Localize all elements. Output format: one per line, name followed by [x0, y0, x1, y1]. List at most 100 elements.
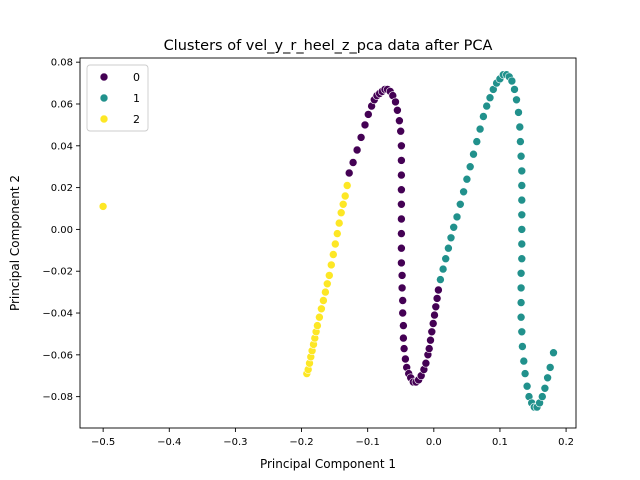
scatter-point-cluster-0 [434, 285, 443, 295]
scatter-point-cluster-1 [549, 348, 558, 358]
y-axis-label: Principal Component 2 [8, 175, 22, 311]
scatter-point-cluster-1 [516, 312, 526, 322]
scatter-point-cluster-2 [338, 200, 348, 209]
scatter-point-cluster-0 [397, 141, 406, 151]
scatter-point-cluster-0 [396, 126, 406, 136]
scatter-point-cluster-0 [399, 344, 409, 353]
x-tick-label: −0.1 [356, 437, 380, 448]
y-tick-label: 0.08 [51, 58, 73, 69]
scatter-point-cluster-0 [360, 120, 370, 130]
scatter-point-cluster-0 [363, 110, 373, 119]
scatter-point-cluster-1 [545, 363, 555, 372]
scatter-point-cluster-1 [517, 254, 527, 264]
scatter-point-cluster-0 [397, 243, 406, 253]
scatter-point-cluster-0 [397, 271, 407, 280]
scatter-point-cluster-1 [517, 225, 527, 234]
scatter-point-cluster-0 [399, 333, 408, 343]
y-tick-label: 0.00 [51, 225, 73, 236]
scatter-point-cluster-1 [479, 112, 488, 121]
scatter-point-cluster-1 [516, 298, 526, 307]
scatter-point-cluster-0 [431, 302, 441, 312]
scatter-point-cluster-0 [397, 229, 406, 238]
scatter-point-cluster-1 [515, 122, 525, 132]
chart-title: Clusters of vel_y_r_heel_z_pca data afte… [164, 38, 493, 54]
scatter-point-cluster-1 [452, 212, 462, 222]
scatter-point-cluster-1 [462, 174, 472, 184]
scatter-point-cluster-0 [348, 158, 358, 167]
scatter-point-cluster-1 [517, 210, 527, 220]
scatter-point-cluster-2 [342, 181, 352, 190]
scatter-point-cluster-1 [472, 137, 482, 146]
scatter-point-cluster-2 [317, 304, 326, 314]
scatter-point-cluster-0 [399, 321, 408, 330]
scatter-point-cluster-1 [543, 373, 552, 383]
scatter-point-cluster-0 [397, 283, 407, 293]
scatter-point-cluster-2 [321, 287, 330, 297]
scatter-point-cluster-1 [517, 166, 527, 176]
scatter-point-cluster-1 [516, 283, 526, 293]
scatter-point-cluster-1 [518, 342, 527, 351]
x-axis-ticks: −0.5 −0.4 −0.3 −0.2 −0.1 0.0 0.1 0.2 [91, 428, 574, 448]
y-tick-label: −0.06 [42, 350, 73, 361]
scatter-point-cluster-1 [517, 239, 527, 249]
x-tick-label: −0.4 [157, 437, 181, 448]
scatter-point-cluster-2 [326, 260, 336, 270]
legend-label-cluster-2: 2 [133, 113, 140, 126]
scatter-point-cluster-2 [313, 321, 322, 330]
scatter-point-cluster-2 [98, 202, 108, 211]
scatter-point-cluster-0 [397, 170, 406, 180]
scatter-point-cluster-2 [315, 312, 324, 322]
scatter-point-cluster-1 [514, 108, 523, 117]
legend-label-cluster-0: 0 [133, 71, 140, 84]
scatter-point-cluster-2 [334, 218, 344, 228]
scatter-point-cluster-0 [356, 133, 366, 142]
scatter-point-cluster-1 [540, 383, 550, 393]
y-tick-label: 0.04 [51, 141, 73, 152]
scatter-point-cluster-0 [401, 354, 410, 364]
scatter-point-cluster-0 [393, 106, 402, 115]
scatter-point-cluster-0 [397, 156, 406, 165]
scatter-point-cluster-0 [397, 214, 406, 224]
plot-area-frame [79, 57, 577, 429]
legend-label-cluster-1: 1 [133, 92, 140, 105]
scatter-point-cluster-2 [322, 279, 332, 289]
scatter-point-cluster-0 [421, 358, 431, 368]
scatter-point-cluster-0 [427, 327, 437, 337]
scatter-point-cluster-1 [465, 162, 475, 171]
scatter-point-cluster-1 [537, 392, 547, 401]
y-tick-label: −0.04 [42, 309, 73, 320]
scatter-point-cluster-0 [424, 344, 434, 353]
legend-marker-cluster-2 [99, 114, 109, 124]
scatter-point-cluster-1 [522, 381, 532, 391]
scatter-point-cluster-1 [510, 85, 519, 94]
legend-frame [86, 64, 149, 132]
y-tick-label: 0.02 [51, 183, 73, 194]
data-points-layer [98, 70, 558, 412]
y-axis-ticks: −0.08 −0.06 −0.04 −0.02 0.00 0.02 0.04 0.06 0.08 [42, 58, 80, 403]
scatter-point-cluster-0 [352, 145, 362, 155]
scatter-point-cluster-1 [517, 327, 527, 337]
scatter-point-cluster-1 [512, 95, 521, 105]
scatter-point-cluster-1 [469, 149, 478, 159]
scatter-point-cluster-0 [391, 97, 400, 107]
scatter-point-cluster-0 [430, 310, 439, 320]
legend-marker-cluster-0 [99, 72, 109, 82]
y-tick-label: −0.02 [42, 267, 73, 278]
scatter-point-cluster-1 [444, 243, 453, 253]
scatter-point-cluster-1 [507, 76, 517, 86]
scatter-point-cluster-0 [395, 116, 404, 125]
scatter-point-cluster-1 [455, 200, 465, 209]
scatter-point-cluster-1 [441, 254, 451, 264]
scatter-point-cluster-0 [428, 319, 438, 328]
scatter-point-cluster-1 [438, 264, 448, 274]
scatter-point-cluster-2 [332, 229, 342, 238]
scatter-point-cluster-0 [344, 168, 354, 178]
scatter-point-cluster-2 [340, 191, 350, 201]
x-tick-label: 0.1 [492, 437, 508, 448]
scatter-point-cluster-1 [517, 181, 527, 190]
scatter-point-cluster-2 [336, 208, 346, 217]
scatter-point-cluster-2 [330, 239, 340, 249]
x-tick-label: −0.3 [223, 437, 247, 448]
x-tick-label: 0.0 [426, 437, 442, 448]
